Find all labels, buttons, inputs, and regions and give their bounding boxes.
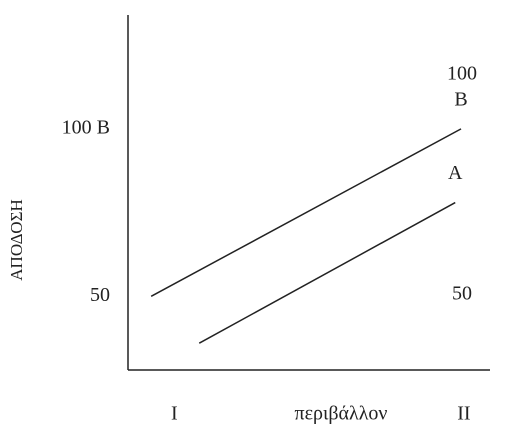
series-line bbox=[150, 128, 462, 297]
y-axis-label: ΑΠΟΔΟΣΗ bbox=[7, 199, 26, 280]
y-tick-label: 50 bbox=[90, 284, 110, 306]
series-label: A bbox=[448, 162, 463, 184]
series-line bbox=[198, 201, 456, 344]
series-label: B bbox=[454, 88, 467, 110]
y2-tick-label: 50 bbox=[452, 283, 472, 305]
y-tick-label: 100 B bbox=[62, 116, 110, 138]
y2-tick-label: 100 bbox=[447, 62, 477, 84]
x-tick-label: II bbox=[457, 403, 470, 425]
x-axis-label: περιβάλλον bbox=[295, 403, 388, 425]
x-tick-label: I bbox=[171, 403, 178, 425]
